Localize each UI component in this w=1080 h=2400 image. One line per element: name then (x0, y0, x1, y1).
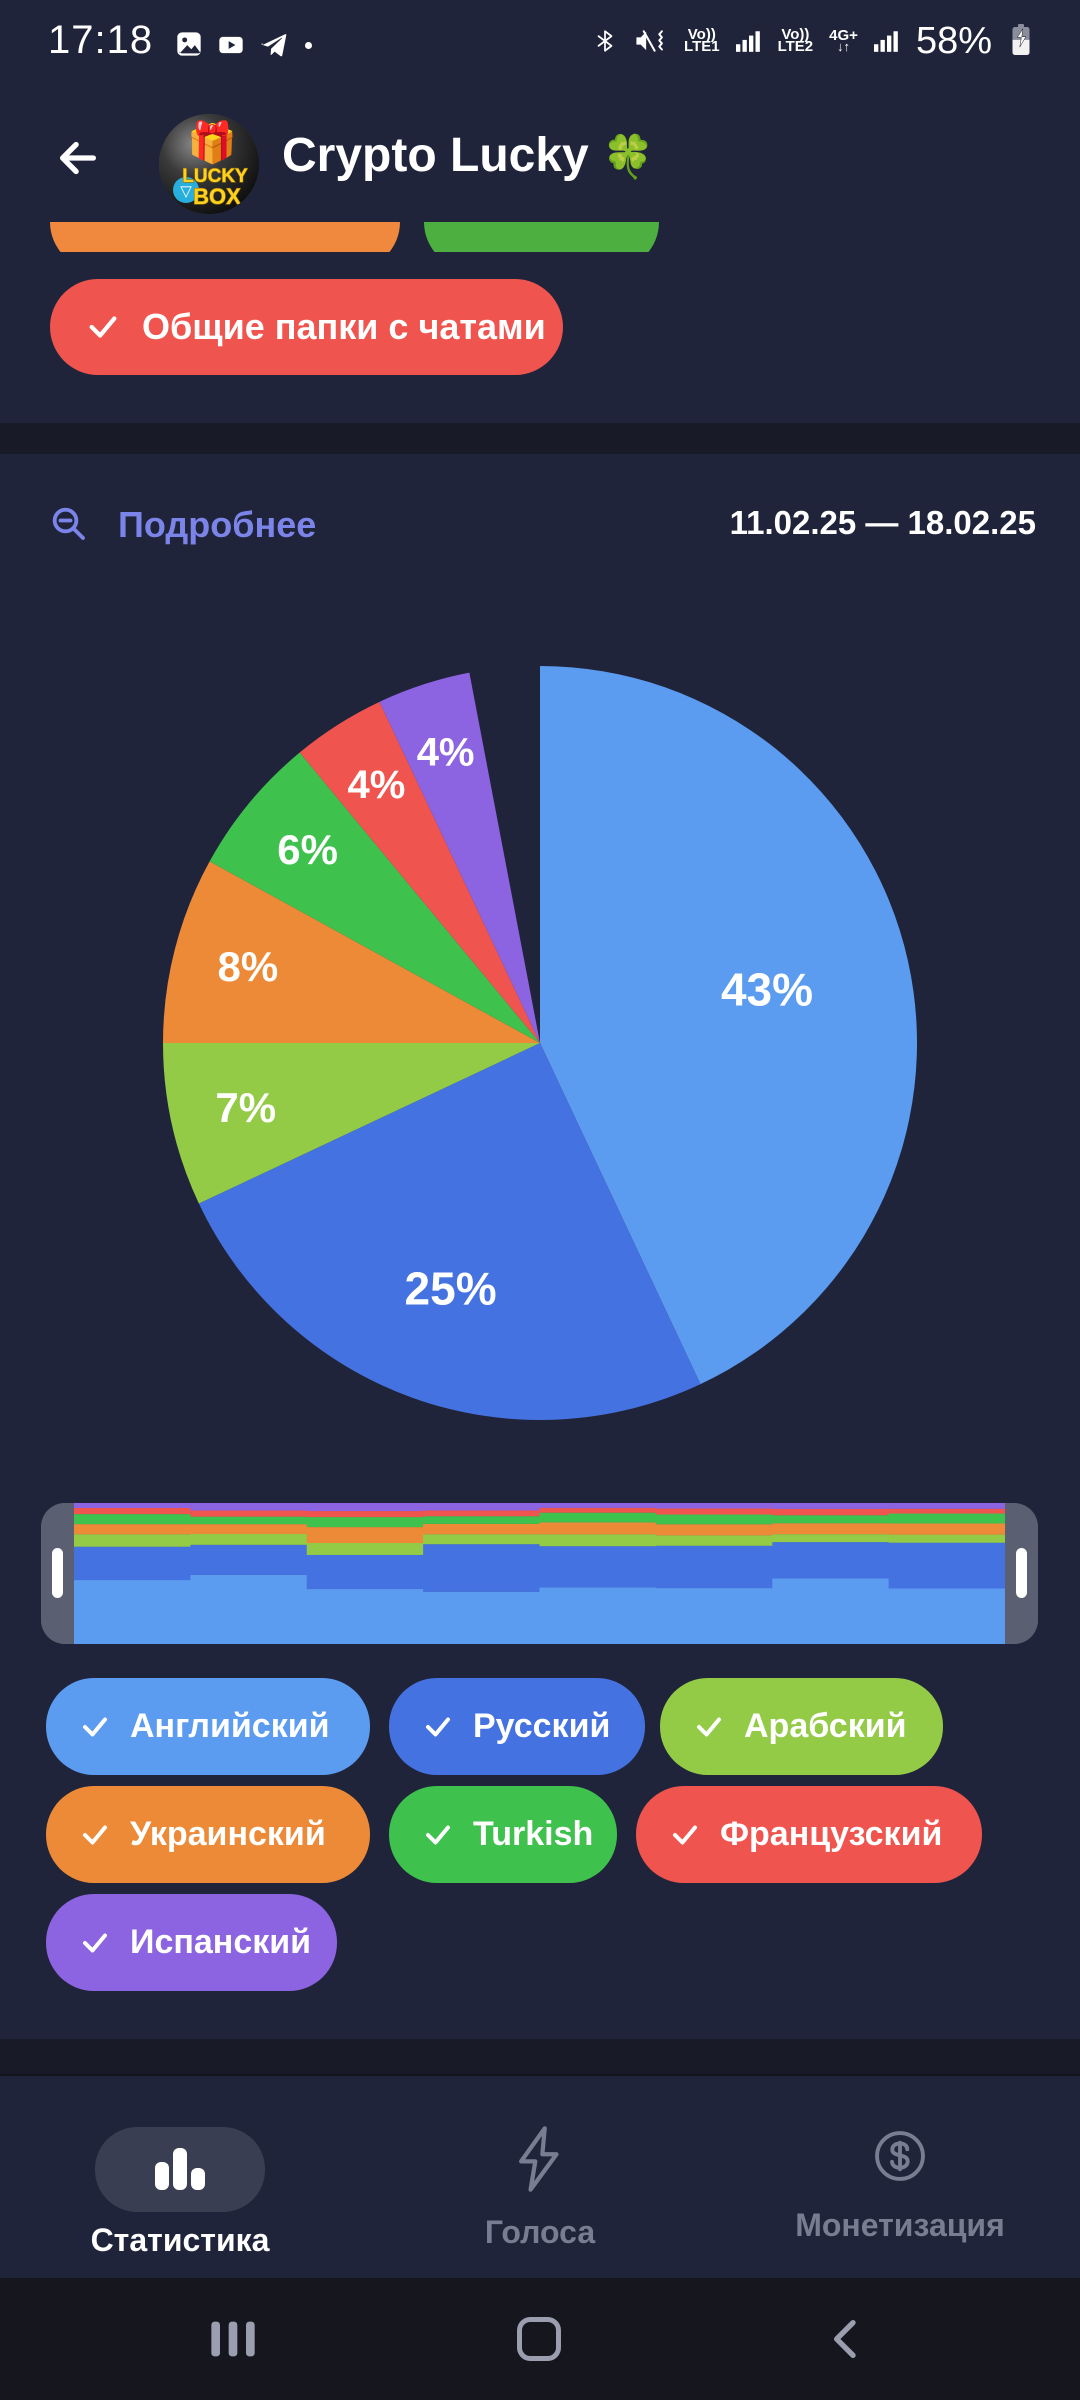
svg-text:25%: 25% (405, 1262, 497, 1314)
svg-text:4%: 4% (347, 763, 405, 807)
svg-text:43%: 43% (721, 963, 813, 1015)
svg-text:6%: 6% (277, 826, 338, 873)
svg-text:7%: 7% (215, 1084, 276, 1131)
svg-text:8%: 8% (218, 943, 279, 990)
svg-text:4%: 4% (417, 731, 475, 775)
